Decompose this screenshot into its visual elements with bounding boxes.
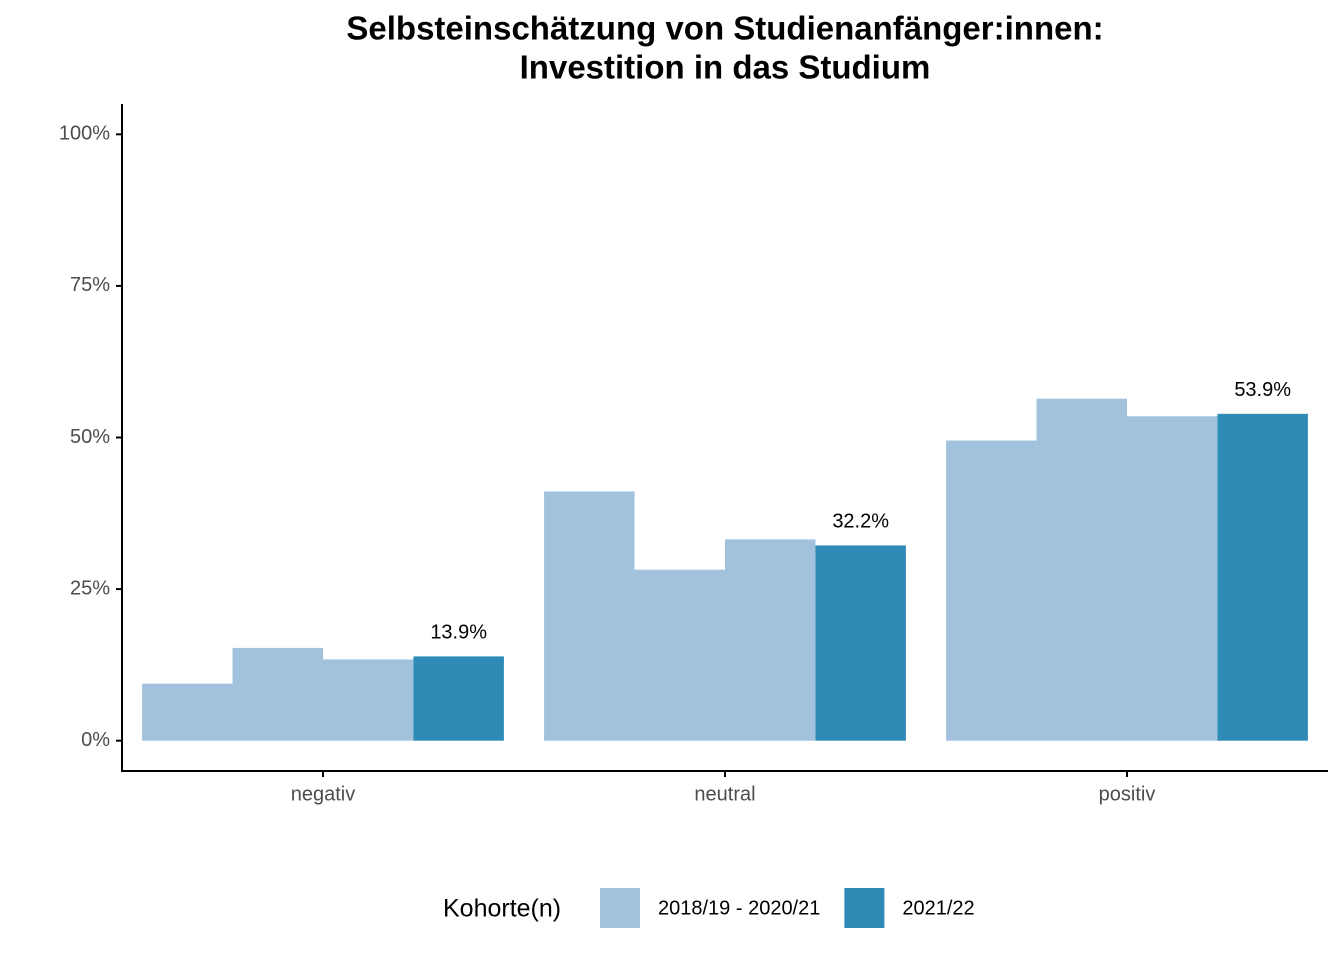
legend-key	[844, 888, 885, 928]
y-tick-label: 100%	[59, 123, 110, 145]
x-tick-label: neutral	[694, 783, 755, 805]
value-label: 13.9%	[430, 622, 487, 644]
y-tick-label: 25%	[70, 577, 110, 599]
x-tick-label: positiv	[1099, 783, 1156, 805]
value-label: 53.9%	[1234, 379, 1291, 401]
y-tick-label: 0%	[81, 729, 110, 751]
bar	[815, 545, 906, 741]
legend-label: 2021/22	[902, 897, 974, 919]
legend-label: 2018/19 - 2020/21	[658, 897, 820, 919]
bar	[413, 656, 504, 741]
bar	[544, 491, 635, 741]
bar	[232, 647, 323, 741]
bar	[1217, 413, 1308, 741]
chart-title: Selbsteinschätzung von Studienanfänger:i…	[346, 10, 1103, 47]
bar	[725, 539, 816, 741]
legend-key	[600, 888, 640, 928]
chart-title: Investition in das Studium	[520, 49, 931, 86]
bar	[323, 659, 414, 741]
bar	[946, 440, 1037, 741]
value-label: 32.2%	[832, 511, 889, 533]
bar	[1036, 398, 1127, 741]
y-tick-label: 50%	[70, 426, 110, 448]
x-tick-label: negativ	[291, 783, 356, 805]
bar	[1127, 416, 1218, 741]
bar	[634, 569, 725, 741]
legend-title: Kohorte(n)	[443, 895, 561, 923]
y-tick-label: 75%	[70, 274, 110, 296]
bar	[142, 683, 233, 741]
